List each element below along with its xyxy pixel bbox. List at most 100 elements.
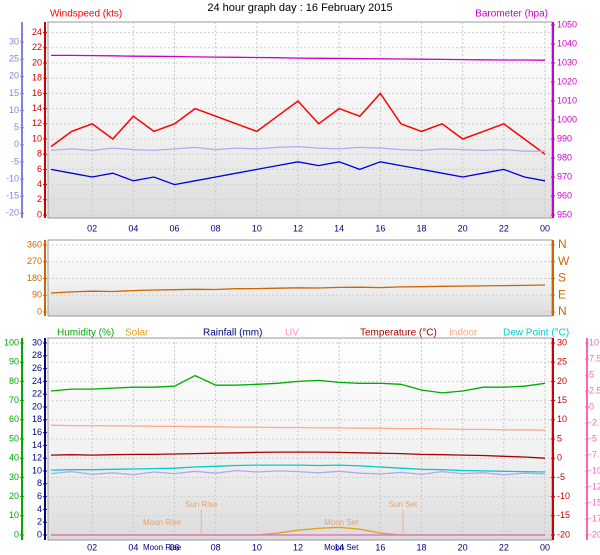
y-tick-label: 2.5 [589, 385, 600, 395]
x-tick-label: 06 [169, 223, 179, 233]
series-line [50, 424, 546, 431]
y-tick-label: -7.5 [589, 449, 600, 459]
annotation: Sun Rise [185, 500, 218, 509]
y-tick-label: -5 [11, 156, 19, 166]
y-tick-label: 0 [37, 529, 42, 539]
y-tick-label: 1040 [557, 38, 577, 48]
legend-label: Rainfall (mm) [203, 328, 262, 339]
x-tick-label: 10 [252, 223, 262, 233]
y-tick-label: -20 [589, 529, 600, 539]
y-tick-label: 16 [32, 88, 42, 98]
x-tick-label: 12 [293, 223, 303, 233]
y-tick-label: 40 [9, 453, 19, 463]
y-tick-label: 30 [32, 337, 42, 347]
y-tick-label: 950 [557, 209, 572, 219]
x-tick-label: 16 [375, 542, 385, 552]
y-tick-label: 990 [557, 133, 572, 143]
x-tick-label: 18 [416, 223, 426, 233]
series-line [50, 92, 546, 155]
y-tick-label: 7.5 [589, 353, 600, 363]
y-tick-label: -10 [557, 491, 570, 501]
y-tick-label: 26 [32, 363, 42, 373]
y-tick-label: 10 [32, 133, 42, 143]
y-tick-label: 30 [557, 337, 567, 347]
y-tick-label: -15 [589, 497, 600, 507]
y-tick-label: 90 [32, 290, 42, 300]
y-tick-label: -15 [557, 510, 570, 520]
y-tick-label: 30 [9, 472, 19, 482]
legend-label: Temperature (°C) [360, 328, 437, 339]
y-tick-label: 1020 [557, 76, 577, 86]
y-tick-label: 18 [32, 73, 42, 83]
y-tick-label: 180 [27, 273, 42, 283]
y-tick-label: 70 [9, 395, 19, 405]
y-tick-label: 0 [589, 401, 594, 411]
y-tick-label: 1000 [557, 114, 577, 124]
y-tick-label: 2 [37, 194, 42, 204]
y-tick-label: -20 [557, 529, 570, 539]
y-tick-label: 0 [557, 453, 562, 463]
legend-label: Barometer (hpa) [475, 9, 548, 20]
series-line [51, 54, 546, 61]
y-tick-label: 960 [557, 190, 572, 200]
y-tick-label: 25 [557, 357, 567, 367]
x-tick-label: 04 [128, 542, 138, 552]
x-tick-label: 10 [252, 542, 262, 552]
legend-label: Windspeed (kts) [50, 9, 122, 20]
y-tick-label: 24 [32, 27, 42, 37]
y-tick-label: 4 [37, 504, 42, 514]
x-tick-label: 00 [540, 542, 550, 552]
y-tick-label: 14 [32, 103, 42, 113]
y-tick-label: -12.5 [589, 481, 600, 491]
y-tick-label: W [558, 254, 570, 268]
y-tick-label: 8 [37, 149, 42, 159]
x-tick-label: 20 [458, 223, 468, 233]
y-tick-label: 0 [14, 139, 19, 149]
y-tick-label: 6 [37, 164, 42, 174]
y-tick-label: 22 [32, 389, 42, 399]
y-tick-label: 980 [557, 152, 572, 162]
y-tick-label: 16 [32, 427, 42, 437]
y-tick-label: 28 [32, 350, 42, 360]
x-tick-label: 14 [334, 223, 344, 233]
y-tick-label: 8 [37, 478, 42, 488]
y-tick-label: 22 [32, 42, 42, 52]
y-tick-label: 0 [14, 529, 19, 539]
panel-frame [47, 21, 553, 219]
y-tick-label: 6 [37, 491, 42, 501]
y-tick-label: -15 [6, 191, 19, 201]
y-tick-label: 10 [589, 337, 599, 347]
y-tick-label: 20 [32, 401, 42, 411]
y-tick-label: -5 [589, 433, 597, 443]
legend-label: Humidity (%) [57, 328, 114, 339]
y-tick-label: 15 [557, 395, 567, 405]
y-tick-label: 970 [557, 171, 572, 181]
x-tick-label: 14 [334, 542, 344, 552]
y-tick-label: 2 [37, 517, 42, 527]
y-tick-label: E [558, 287, 566, 301]
y-tick-label: 60 [9, 414, 19, 424]
x-tick-label: 20 [458, 542, 468, 552]
y-tick-label: -5 [557, 472, 565, 482]
y-tick-label: 5 [557, 433, 562, 443]
y-tick-label: 360 [27, 239, 42, 249]
y-tick-label: 20 [557, 376, 567, 386]
x-tick-label: 08 [211, 223, 221, 233]
y-tick-label: S [558, 271, 566, 285]
x-tick-label: 22 [499, 223, 509, 233]
y-tick-label: 80 [9, 376, 19, 386]
series-line [50, 145, 545, 152]
y-tick-label: 5 [14, 122, 19, 132]
series-line [50, 161, 546, 186]
annotation: Sun Set [389, 500, 418, 509]
y-tick-label: 4 [37, 179, 42, 189]
x-tick-label: 00 [540, 223, 550, 233]
annotation: Moon Rise [143, 518, 182, 527]
y-tick-label: -2.5 [589, 417, 600, 427]
y-tick-label: 270 [27, 256, 42, 266]
x-tick-label: 12 [293, 542, 303, 552]
legend-label: Solar [125, 328, 149, 339]
y-tick-label: 10 [557, 414, 567, 424]
y-tick-label: 90 [9, 357, 19, 367]
